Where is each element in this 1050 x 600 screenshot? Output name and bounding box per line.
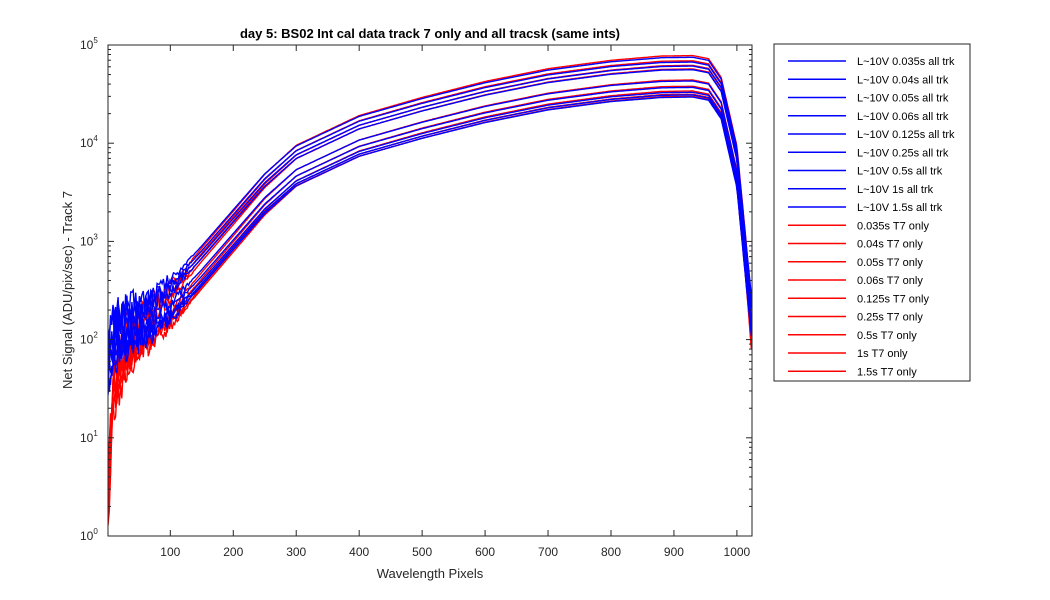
legend-label-15: 0.5s T7 only — [857, 330, 917, 342]
x-tick-label: 300 — [286, 545, 306, 559]
y-tick-exponent: 3 — [93, 232, 98, 241]
y-tick-exponent: 0 — [93, 527, 98, 536]
y-tick-exponent: 4 — [93, 134, 98, 143]
x-tick-label: 100 — [160, 545, 180, 559]
series-line-2 — [108, 65, 752, 363]
x-tick-label: 1000 — [724, 545, 751, 559]
x-tick-label: 200 — [223, 545, 243, 559]
series-line-1 — [108, 61, 752, 350]
y-tick-base: 10 — [80, 136, 94, 150]
series-layer — [108, 54, 752, 526]
legend-label-13: 0.125s T7 only — [857, 293, 929, 305]
y-tick-label: 100 — [80, 527, 98, 543]
y-tick-exponent: 5 — [93, 36, 98, 45]
legend-box — [773, 43, 971, 382]
legend-label-0: L~10V 0.035s all trk — [857, 56, 955, 68]
x-tick-label: 500 — [412, 545, 432, 559]
x-tick-label: 400 — [349, 545, 369, 559]
y-tick-base: 10 — [80, 431, 94, 445]
y-tick-label: 104 — [80, 134, 98, 150]
legend-label-12: 0.06s T7 only — [857, 275, 923, 287]
x-tick-label: 800 — [601, 545, 621, 559]
x-tick-label: 700 — [538, 545, 558, 559]
legend-label-8: L~10V 1.5s all trk — [857, 202, 943, 214]
legend-label-9: 0.035s T7 only — [857, 220, 929, 232]
y-tick-exponent: 2 — [93, 331, 98, 340]
y-tick-label: 101 — [80, 429, 98, 445]
x-axis-label: Wavelength Pixels — [377, 566, 484, 581]
y-tick-exponent: 1 — [93, 429, 98, 438]
y-axis-label: Net Signal (ADU/pix/sec) - Track 7 — [60, 191, 75, 389]
legend: L~10V 0.035s all trk L~10V 0.04s all trk L… — [773, 43, 971, 382]
legend-label-2: L~10V 0.05s all trk — [857, 93, 949, 105]
legend-label-11: 0.05s T7 only — [857, 257, 923, 269]
series-line-5 — [108, 86, 752, 383]
y-tick-base: 10 — [80, 333, 94, 347]
y-tick-base: 10 — [80, 529, 94, 543]
y-tick-label: 105 — [80, 36, 98, 52]
plot-area — [107, 44, 753, 537]
legend-label-6: L~10V 0.5s all trk — [857, 166, 943, 178]
series-line-7 — [108, 94, 752, 392]
chart-title: day 5: BS02 Int cal data track 7 only an… — [240, 26, 620, 41]
y-tick-base: 10 — [80, 234, 94, 248]
legend-label-1: L~10V 0.04s all trk — [857, 74, 949, 86]
series-line-0 — [108, 56, 752, 361]
y-tick-label: 102 — [80, 331, 98, 347]
y-tick-base: 10 — [80, 38, 94, 52]
legend-label-17: 1.5s T7 only — [857, 366, 917, 378]
x-axis: 100 200 300 400 500 600 700 800 900 1000 — [160, 45, 751, 559]
series-line-3 — [108, 68, 752, 352]
series-line-9 — [108, 54, 752, 471]
plot-frame — [107, 44, 753, 537]
y-tick-label: 103 — [80, 232, 98, 248]
series-line-8 — [108, 96, 752, 376]
legend-label-10: 0.04s T7 only — [857, 239, 923, 251]
legend-label-16: 1s T7 only — [857, 348, 908, 360]
series-line-4 — [108, 80, 752, 370]
legend-label-14: 0.25s T7 only — [857, 312, 923, 324]
legend-label-3: L~10V 0.06s all trk — [857, 111, 949, 123]
x-tick-label: 600 — [475, 545, 495, 559]
series-line-6 — [108, 91, 752, 395]
x-tick-label: 900 — [664, 545, 684, 559]
legend-label-7: L~10V 1s all trk — [857, 184, 934, 196]
legend-label-4: L~10V 0.125s all trk — [857, 129, 955, 141]
legend-label-5: L~10V 0.25s all trk — [857, 147, 949, 159]
